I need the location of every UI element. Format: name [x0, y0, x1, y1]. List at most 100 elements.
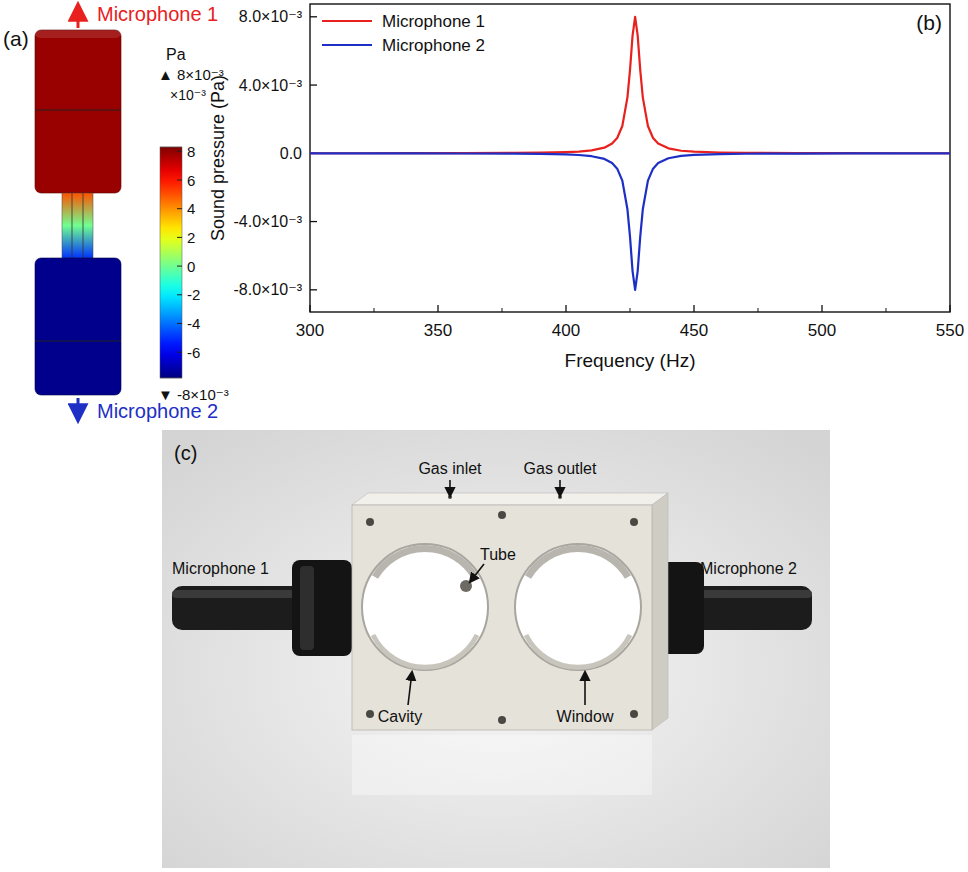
colorbar-unit: Pa [166, 46, 186, 63]
legend-label: Microphone 1 [382, 12, 485, 31]
y-tick [310, 84, 317, 85]
screw-hole [630, 710, 638, 718]
edge-line [35, 341, 121, 342]
screw-hole [630, 518, 638, 526]
arrow [77, 398, 80, 420]
series-line [310, 17, 950, 153]
panel-c: (c) Gas inlet Gas outlet Tube Cavity Window Mi… [162, 430, 830, 868]
pressure-field [35, 30, 121, 193]
part-label: Window [557, 708, 614, 725]
pressure-field [62, 193, 93, 258]
cavity-rim [528, 548, 628, 577]
microphone-label: Microphone 2 [97, 400, 218, 422]
colorbar-tick [177, 294, 182, 295]
microphone-highlight [692, 590, 812, 598]
colorbar-tick [177, 208, 182, 209]
panel-label: (c) [174, 442, 197, 464]
y-tick-label: -4.0×10⁻³ [234, 213, 303, 230]
colorbar-tick-label: -2 [187, 286, 200, 303]
y-tick [310, 16, 317, 17]
y-tick-label: 8.0×10⁻³ [239, 8, 303, 25]
pointer-arrow [559, 480, 561, 496]
legend-swatch [322, 20, 372, 22]
part-label: Microphone 2 [700, 560, 797, 577]
legend: Microphone 1 Microphone 2 [322, 12, 485, 55]
y-tick-label: 4.0×10⁻³ [239, 77, 303, 94]
window-hole [362, 544, 488, 670]
colorbar-min: ▼ -8×10⁻³ [158, 386, 229, 403]
block-front [352, 505, 652, 730]
block-top [352, 493, 668, 505]
x-tick [565, 305, 566, 312]
y-tick [310, 289, 317, 290]
figure: (a) Microphone 1 Microphone 2 8 6 4 2 0 -2 -4 -6 Pa… [0, 0, 968, 872]
render-background [162, 430, 830, 868]
pointer-arrow [449, 480, 451, 496]
part-label: Gas outlet [524, 460, 597, 477]
microphone-flange [292, 560, 352, 656]
y-axis-title: Sound pressure (Pa) [208, 75, 228, 241]
colorbar-tick-label: 0 [187, 258, 195, 275]
panel-label: (a) [3, 27, 29, 50]
x-tick [437, 305, 438, 312]
panel-b: 300350400450500550-8.0×10⁻³-4.0×10⁻³0.04… [208, 4, 964, 371]
window-hole [515, 544, 641, 670]
reflection [352, 735, 652, 795]
edge-line [83, 193, 84, 258]
cavity-rim [526, 635, 630, 667]
colorbar-tick [177, 323, 182, 324]
y-tick-label: 0.0 [280, 145, 302, 162]
x-axis-title: Frequency (Hz) [565, 350, 696, 371]
legend-swatch [322, 44, 372, 46]
pressure-field [35, 258, 121, 395]
x-tick [821, 305, 822, 312]
colorbar-tick-label: 6 [187, 172, 195, 189]
colorbar-tick [177, 151, 182, 152]
edge-line [72, 193, 73, 258]
colorbar-end [160, 147, 182, 148]
y-tick [310, 221, 317, 222]
microphone-flange-edge [300, 566, 314, 650]
y-tick-label: -8.0×10⁻³ [234, 281, 303, 298]
part-label: Tube [480, 546, 516, 563]
series-line [310, 153, 950, 289]
x-tick-label: 450 [680, 321, 708, 340]
panel-a: (a) Microphone 1 Microphone 2 8 6 4 2 0 -2 -4 -6 Pa… [3, 3, 229, 422]
plot-frame [310, 4, 950, 312]
microphone-body [172, 586, 312, 630]
x-tick-label: 300 [296, 321, 324, 340]
part-label: Gas inlet [418, 460, 482, 477]
microphone-highlight [172, 590, 312, 598]
part-label: Microphone 1 [172, 560, 269, 577]
part-label: Cavity [378, 708, 422, 725]
colorbar-tick-label: -4 [187, 315, 200, 332]
cavity-rim [373, 635, 477, 667]
colorbar-tick-label: -6 [187, 344, 200, 361]
colorbar [160, 147, 182, 378]
screw-hole [366, 518, 374, 526]
microphone-body [692, 586, 812, 630]
screw-hole [366, 710, 374, 718]
x-tick-label: 350 [424, 321, 452, 340]
colorbar-tick-label: 2 [187, 229, 195, 246]
colorbar-tick [177, 180, 182, 181]
x-tick-label: 500 [808, 321, 836, 340]
colorbar-tick [177, 352, 182, 353]
colorbar-tick-label: 4 [187, 200, 195, 217]
colorbar-multiplier: ×10⁻³ [170, 87, 206, 103]
x-tick [693, 305, 694, 312]
colorbar-end [160, 378, 182, 379]
microphone-label: Microphone 1 [97, 3, 218, 25]
arrow [77, 5, 80, 28]
pointer-arrow [584, 672, 586, 705]
pointer-arrow [470, 564, 484, 582]
screw-hole [498, 511, 506, 519]
legend-label: Microphone 2 [382, 36, 485, 55]
colorbar-tick [177, 237, 182, 238]
block-side [652, 493, 668, 730]
pointer-arrow [408, 672, 412, 705]
x-tick-label: 400 [552, 321, 580, 340]
plot-data [310, 17, 950, 290]
shading [35, 30, 121, 38]
colorbar-tick-label: 8 [187, 143, 195, 160]
